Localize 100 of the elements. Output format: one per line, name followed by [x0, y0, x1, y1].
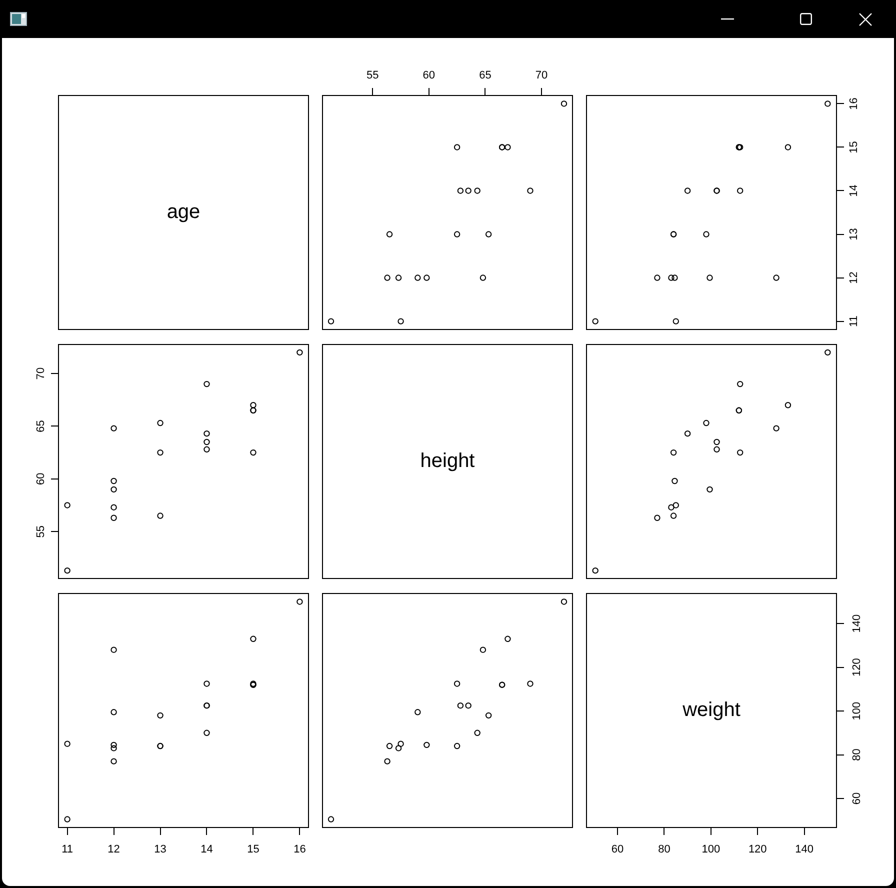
point [592, 567, 598, 574]
y-tick-label: 80 [851, 748, 864, 761]
point [414, 274, 421, 281]
point [654, 514, 660, 521]
x-tick-label: 15 [247, 844, 260, 856]
y-tick-label: 16 [848, 98, 860, 110]
point [204, 430, 210, 437]
point [454, 680, 460, 687]
text: height [420, 450, 476, 472]
point [714, 446, 720, 452]
point [454, 144, 460, 150]
point [395, 274, 402, 281]
point [296, 349, 303, 356]
y-tick-label: 140 [851, 614, 864, 633]
x-tick-label: 60 [422, 69, 436, 82]
point [737, 449, 744, 456]
y-tick-label: 100 [851, 702, 864, 720]
x-tick-label: 70 [535, 69, 548, 82]
point [684, 430, 691, 437]
point [672, 274, 678, 281]
point [485, 231, 492, 238]
point [668, 274, 674, 281]
point [204, 446, 210, 452]
point [328, 816, 334, 822]
point [110, 742, 117, 748]
y-tick-label: 55 [34, 525, 47, 538]
point [398, 740, 404, 747]
point [157, 420, 164, 426]
point [737, 188, 744, 194]
y-tick-label: 120 [851, 658, 864, 677]
x-tick-label: 80 [658, 844, 670, 856]
point [296, 598, 303, 605]
point [250, 402, 256, 408]
y-tick-label: 11 [848, 316, 860, 328]
point [703, 231, 710, 238]
point [714, 438, 720, 446]
point [485, 712, 492, 719]
x-tick-label: 12 [108, 844, 120, 856]
point [414, 709, 421, 716]
point [560, 598, 568, 605]
x-tick-label: 140 [795, 844, 814, 856]
point [157, 712, 164, 719]
point [706, 486, 713, 493]
point [64, 502, 70, 508]
point [824, 100, 831, 107]
point [424, 274, 430, 281]
point [824, 349, 831, 356]
y-tick-label: 65 [34, 420, 47, 432]
point [480, 274, 486, 281]
x-tick-label: 100 [702, 844, 720, 856]
y-tick-label: 13 [848, 228, 860, 240]
y-tick-label: 60 [851, 792, 864, 805]
point [328, 318, 334, 324]
x-tick-label: 65 [479, 69, 492, 82]
point [654, 274, 660, 281]
point [454, 742, 460, 750]
point [457, 188, 464, 194]
point [527, 188, 534, 194]
y-tick-label: 12 [848, 272, 860, 284]
point [64, 816, 70, 822]
point [504, 144, 511, 150]
point [250, 449, 256, 456]
point [457, 702, 464, 709]
point [672, 318, 679, 324]
x-tick-label: 60 [611, 844, 624, 856]
point [527, 680, 534, 687]
x-tick-label: 13 [154, 844, 166, 856]
text: age [166, 201, 200, 224]
point [773, 274, 780, 281]
point [672, 502, 679, 508]
point [773, 425, 780, 432]
point [395, 745, 402, 752]
point [560, 100, 568, 107]
point [157, 449, 164, 456]
point [64, 567, 70, 574]
point [384, 758, 390, 764]
y-tick-label: 15 [848, 141, 860, 154]
point [110, 486, 117, 493]
point [474, 188, 480, 194]
point [110, 709, 117, 716]
text: weight [682, 699, 741, 722]
point [454, 231, 460, 238]
x-tick-label: 14 [200, 844, 213, 856]
point [110, 514, 117, 521]
point [110, 425, 117, 432]
point [110, 478, 117, 484]
point [480, 646, 486, 653]
point [386, 742, 393, 750]
point [706, 274, 713, 281]
point [384, 274, 390, 281]
point [204, 680, 210, 687]
point [670, 449, 677, 456]
point [670, 512, 677, 519]
point [110, 758, 117, 764]
point [110, 504, 117, 510]
point [668, 504, 674, 510]
point [250, 636, 256, 642]
point [592, 318, 598, 324]
point [737, 380, 744, 388]
point [64, 740, 70, 747]
